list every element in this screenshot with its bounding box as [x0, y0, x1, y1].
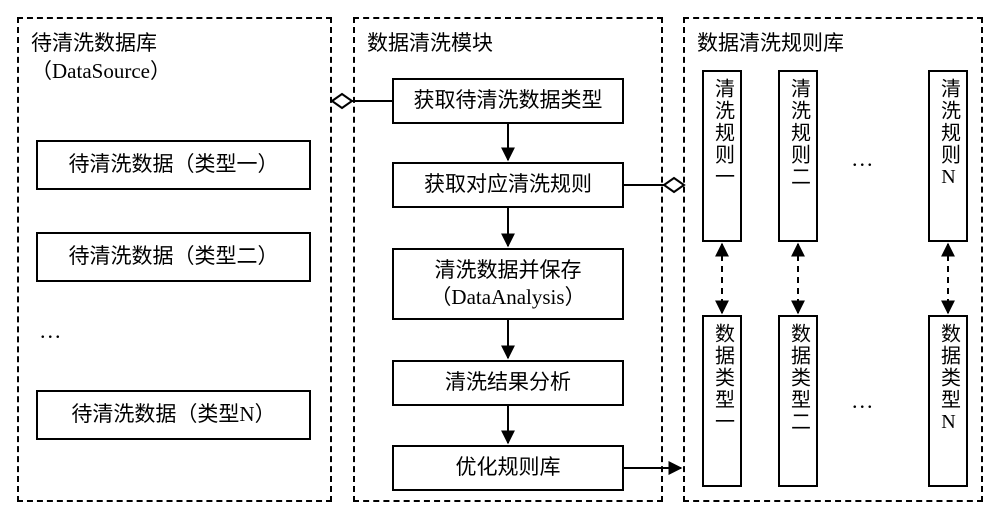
dtype-n-box: 数据类型N [928, 315, 968, 487]
step-2-box: 获取对应清洗规则 [392, 162, 624, 208]
rule-2-box: 清洗规则二 [778, 70, 818, 242]
step-5-label: 优化规则库 [456, 454, 561, 481]
left-ellipsis: ... [40, 318, 63, 344]
data-type-n-label: 待清洗数据（类型N） [71, 401, 275, 428]
dtype-n-label: 数据类型N [936, 323, 961, 435]
middle-panel-title: 数据清洗模块 [355, 19, 661, 57]
rule-1-label: 清洗规则一 [710, 78, 735, 188]
right-ellipsis-top: ... [852, 146, 875, 172]
rule-n-box: 清洗规则N [928, 70, 968, 242]
step-4-label: 清洗结果分析 [445, 369, 571, 396]
data-type-2-label: 待清洗数据（类型二） [69, 243, 279, 270]
data-type-1-label: 待清洗数据（类型一） [69, 151, 279, 178]
left-panel-title1: 待清洗数据库 [19, 19, 330, 57]
data-type-1-box: 待清洗数据（类型一） [36, 140, 311, 190]
dtype-1-label: 数据类型一 [710, 323, 735, 433]
rule-2-label: 清洗规则二 [786, 78, 811, 188]
data-type-2-box: 待清洗数据（类型二） [36, 232, 311, 282]
data-type-n-box: 待清洗数据（类型N） [36, 390, 311, 440]
rule-1-box: 清洗规则一 [702, 70, 742, 242]
right-ellipsis-bottom: ... [852, 388, 875, 414]
step-3-line2: （DataAnalysis） [430, 284, 585, 311]
step-1-box: 获取待清洗数据类型 [392, 78, 624, 124]
step-4-box: 清洗结果分析 [392, 360, 624, 406]
step-1-label: 获取待清洗数据类型 [414, 87, 603, 114]
right-panel-title: 数据清洗规则库 [685, 19, 981, 57]
dtype-2-label: 数据类型二 [786, 323, 811, 433]
rule-n-label: 清洗规则N [936, 78, 961, 190]
left-panel-title2: （DataSource） [19, 57, 330, 93]
dtype-1-box: 数据类型一 [702, 315, 742, 487]
diagram-canvas: 待清洗数据库 （DataSource） 待清洗数据（类型一） 待清洗数据（类型二… [0, 0, 1000, 517]
step-5-box: 优化规则库 [392, 445, 624, 491]
step-3-box: 清洗数据并保存 （DataAnalysis） [392, 248, 624, 320]
dtype-2-box: 数据类型二 [778, 315, 818, 487]
step-3-line1: 清洗数据并保存 [435, 257, 582, 284]
step-2-label: 获取对应清洗规则 [424, 171, 592, 198]
